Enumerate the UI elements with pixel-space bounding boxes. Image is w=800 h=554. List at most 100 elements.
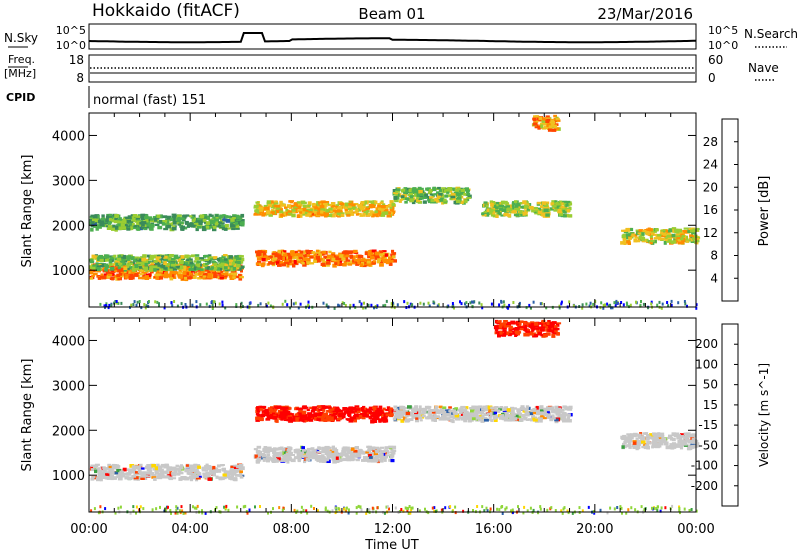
data-cell [209,469,213,473]
data-cell [165,470,169,475]
data-cell [224,266,228,270]
data-cell [118,473,123,476]
data-cell [208,219,212,223]
data-cell [184,468,188,473]
data-cell [331,448,336,451]
data-cell [186,263,192,267]
data-cell [492,204,497,208]
data-cell [517,412,522,416]
data-cell [103,273,108,276]
data-cell [142,254,147,258]
data-cell [367,212,373,217]
data-cell [330,454,336,458]
data-cell [90,467,95,472]
data-cell [368,410,373,414]
data-cell [648,232,654,237]
data-cell [168,264,174,267]
data-cell [532,418,538,422]
data-cell [116,475,121,478]
data-cell [471,304,474,308]
data-cell [221,273,226,275]
data-cell [372,419,378,423]
data-cell [429,196,434,199]
data-cell [553,114,557,118]
power-ylabel: Slant Range [km] [20,155,35,268]
data-cell [306,449,311,454]
data-cell [342,412,347,415]
data-cell [358,300,361,304]
data-cell [283,253,288,257]
data-cell [392,445,397,450]
data-cell [566,209,570,213]
data-cell [353,249,358,253]
data-cell [371,254,376,257]
data-cell [520,413,526,417]
data-cell [567,214,573,218]
data-cell [107,463,112,468]
data-cell [547,407,552,410]
data-cell [89,259,93,262]
data-cell [620,301,623,304]
data-cell [169,471,173,475]
data-cell [508,414,512,417]
data-cell [189,464,195,468]
data-cell [148,469,153,473]
data-cell [400,196,405,201]
data-cell [139,463,143,467]
data-cell [548,125,553,129]
data-cell [393,192,399,195]
data-cell [149,227,154,231]
data-cell [414,405,418,410]
data-cell [232,276,236,279]
data-cell [307,452,313,455]
data-cell [206,266,210,270]
data-cell [536,201,542,205]
data-cell [452,409,456,412]
data-cell [102,469,107,472]
data-cell [488,409,493,413]
data-cell [270,200,274,204]
data-cell [635,300,637,304]
data-cell [221,476,225,481]
data-cell [412,409,417,413]
data-cell [375,213,379,218]
data-cell [352,455,358,458]
data-cell [672,230,677,233]
data-cell [298,211,303,214]
data-cell [168,274,172,278]
data-cell [154,466,158,471]
data-cell [429,189,433,192]
data-cell [211,274,215,279]
data-cell [120,223,125,227]
data-cell [117,276,122,281]
data-cell [398,200,402,203]
data-cell [268,417,274,420]
data-cell [230,218,235,222]
data-cell [293,449,299,453]
data-cell [380,213,386,217]
data-cell [664,238,668,241]
data-cell [202,275,207,278]
data-cell [503,416,508,419]
data-cell [498,205,503,209]
data-cell [545,117,551,121]
data-cell [368,253,372,257]
data-cell [306,253,311,258]
data-cell [196,267,201,271]
data-cell [316,255,320,260]
data-cell [357,260,361,265]
data-cell [309,214,313,218]
data-cell [256,257,262,261]
data-cell [229,471,235,476]
data-cell [344,211,349,214]
data-cell [262,253,266,257]
data-cell [321,250,327,254]
data-cell [171,213,177,216]
data-cell [541,201,547,205]
data-cell [508,303,511,307]
data-cell [253,204,258,207]
data-cell [93,465,97,469]
data-cell [169,262,175,265]
data-cell [275,419,279,423]
data-cell [145,270,149,273]
